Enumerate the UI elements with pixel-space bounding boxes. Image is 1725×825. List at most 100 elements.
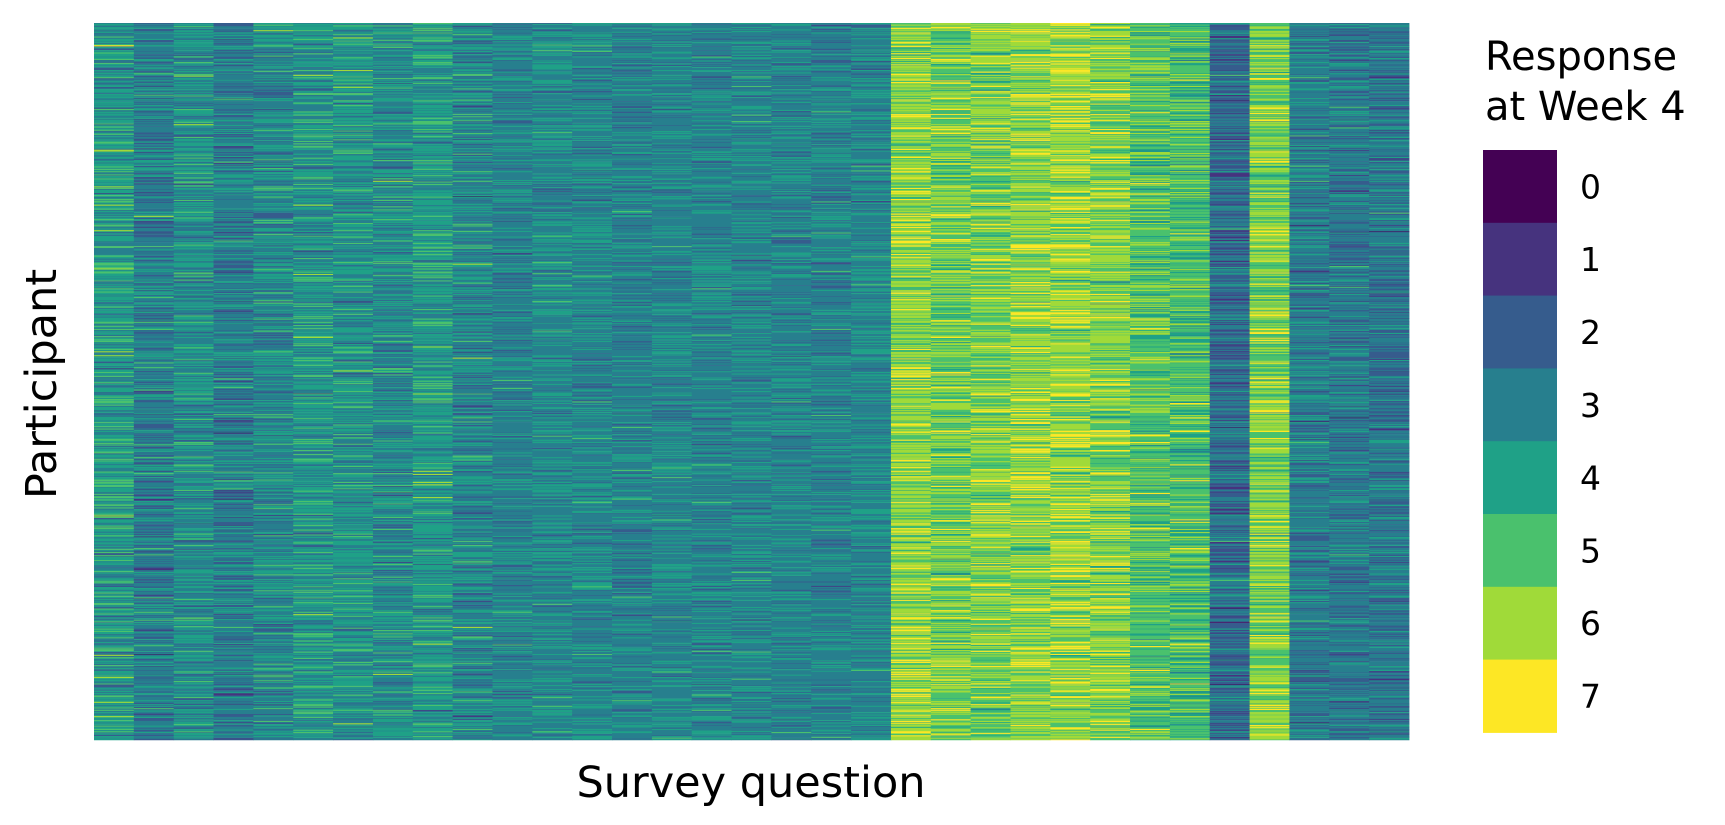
legend-key-6 xyxy=(1483,586,1557,661)
heatmap-cells-level-4 xyxy=(811,26,852,734)
heatmap-cells-level-2 xyxy=(1209,24,1251,741)
heatmap-cells-level-3 xyxy=(213,26,254,738)
heatmap-cells xyxy=(94,23,1410,741)
heatmap-column-25 xyxy=(1050,23,1091,741)
heatmap-column-19 xyxy=(811,23,852,741)
heatmap-column-17 xyxy=(731,23,772,741)
heatmap-cells-level-5 xyxy=(94,36,135,733)
y-axis-title: Participant xyxy=(17,269,67,499)
heatmap-cells-level-4 xyxy=(133,27,175,734)
heatmap-cells-level-5 xyxy=(133,73,175,710)
heatmap-cells-level-6 xyxy=(1249,26,1290,740)
heatmap-cells-level-2 xyxy=(1369,27,1410,738)
heatmap-cells-level-3 xyxy=(253,23,294,741)
heatmap-cells-level-6 xyxy=(930,23,972,739)
heatmap-column-28 xyxy=(1169,23,1211,741)
legend-label-1: 1 xyxy=(1580,240,1601,279)
legend-label-7: 7 xyxy=(1580,677,1601,716)
heatmap-cells-level-6 xyxy=(1130,25,1171,740)
legend-key-3 xyxy=(1483,368,1557,442)
heatmap-cells-level-5 xyxy=(372,25,414,716)
x-axis-title: Survey question xyxy=(576,758,925,808)
heatmap-cells-level-3 xyxy=(1209,23,1251,740)
heatmap-cells-level-5 xyxy=(1130,23,1171,739)
heatmap-column-7 xyxy=(333,23,374,741)
heatmap-column-20 xyxy=(851,23,892,741)
heatmap-cells-level-4 xyxy=(293,23,334,738)
heatmap-cells-level-3 xyxy=(1169,38,1211,726)
heatmap-cells-level-4 xyxy=(771,23,812,740)
heatmap-column-3 xyxy=(173,23,214,741)
heatmap-cells-level-6 xyxy=(890,24,932,741)
heatmap-cells-level-3 xyxy=(94,23,135,740)
heatmap-column-23 xyxy=(970,23,1011,741)
heatmap-cells-level-5 xyxy=(572,45,613,656)
heatmap-column-26 xyxy=(1090,23,1131,741)
heatmap-cells-level-3 xyxy=(731,23,772,741)
heatmap-cells-level-3 xyxy=(1369,23,1410,741)
legend-label-4: 4 xyxy=(1580,459,1601,498)
heatmap-cells-level-4 xyxy=(1169,23,1211,741)
heatmap-cells-level-3 xyxy=(691,23,732,741)
heatmap-cells-level-7 xyxy=(1090,26,1131,738)
heatmap-column-18 xyxy=(771,23,812,741)
heatmap-cells-level-3 xyxy=(333,29,374,740)
heatmap-column-29 xyxy=(1209,23,1251,741)
heatmap-column-6 xyxy=(293,23,334,741)
heatmap-cells-level-4 xyxy=(532,23,573,738)
heatmap-column-15 xyxy=(651,23,693,741)
legend-key-4 xyxy=(1483,441,1557,515)
heatmap-cells-level-5 xyxy=(333,25,374,711)
legend-key-2 xyxy=(1483,295,1557,369)
heatmap-cells-level-5 xyxy=(970,23,1011,740)
heatmap-cells-level-4 xyxy=(851,23,892,741)
heatmap-cells-level-3 xyxy=(133,23,175,739)
heatmap-cells-level-3 xyxy=(572,23,613,741)
legend-label-0: 0 xyxy=(1580,167,1601,206)
heatmap-cells-level-4 xyxy=(1130,23,1171,741)
heatmap-cells-level-5 xyxy=(412,23,454,738)
heatmap-cells-level-2 xyxy=(811,25,852,739)
heatmap-column-24 xyxy=(1010,23,1051,741)
heatmap-column-10 xyxy=(452,23,493,741)
heatmap-column-12 xyxy=(532,23,573,741)
heatmap-cells-level-5 xyxy=(1369,212,1410,214)
heatmap-cells-level-4 xyxy=(452,23,493,741)
heatmap-column-33 xyxy=(1369,23,1410,741)
legend-title-line-2: at Week 4 xyxy=(1485,84,1686,130)
heatmap-cells-level-3 xyxy=(851,23,892,740)
heatmap-column-32 xyxy=(1329,23,1370,741)
heatmap-cells-level-5 xyxy=(293,30,334,734)
heatmap-column-8 xyxy=(372,23,414,741)
heatmap-cells-level-3 xyxy=(1289,23,1330,740)
heatmap-cells-level-5 xyxy=(1010,25,1051,739)
heatmap-cells-level-3 xyxy=(612,23,653,741)
heatmap-cells-level-7 xyxy=(930,26,972,736)
heatmap-cells-level-2 xyxy=(731,25,772,735)
heatmap-cells-level-5 xyxy=(1050,26,1091,737)
heatmap-cells-level-4 xyxy=(94,23,135,741)
heatmap-cells-level-4 xyxy=(173,23,214,739)
heatmap-column-27 xyxy=(1130,23,1171,741)
heatmap-cells-level-2 xyxy=(452,26,493,740)
heatmap-cells-level-4 xyxy=(492,35,533,737)
heatmap-cells-level-4 xyxy=(372,28,414,738)
heatmap-column-22 xyxy=(930,23,972,741)
heatmap-cells-level-2 xyxy=(612,26,653,740)
heatmap-cells-level-3 xyxy=(811,23,852,741)
legend-label-5: 5 xyxy=(1580,531,1601,570)
heatmap-column-4 xyxy=(213,23,254,741)
heatmap-column-2 xyxy=(133,23,175,741)
heatmap-cells-level-4 xyxy=(213,32,254,735)
heatmap-column-1 xyxy=(94,23,135,741)
heatmap-cells-level-6 xyxy=(970,23,1011,741)
heatmap-column-31 xyxy=(1289,23,1330,741)
legend-label-2: 2 xyxy=(1580,313,1601,352)
heatmap-column-16 xyxy=(691,23,732,741)
heatmap-cells-level-3 xyxy=(651,23,693,740)
legend-label-6: 6 xyxy=(1580,604,1601,643)
heatmap-cells-level-7 xyxy=(94,45,135,47)
heatmap-cells-level-6 xyxy=(253,30,294,32)
heatmap-cells-level-3 xyxy=(1329,24,1370,741)
heatmap-cells-level-2 xyxy=(1289,23,1330,741)
